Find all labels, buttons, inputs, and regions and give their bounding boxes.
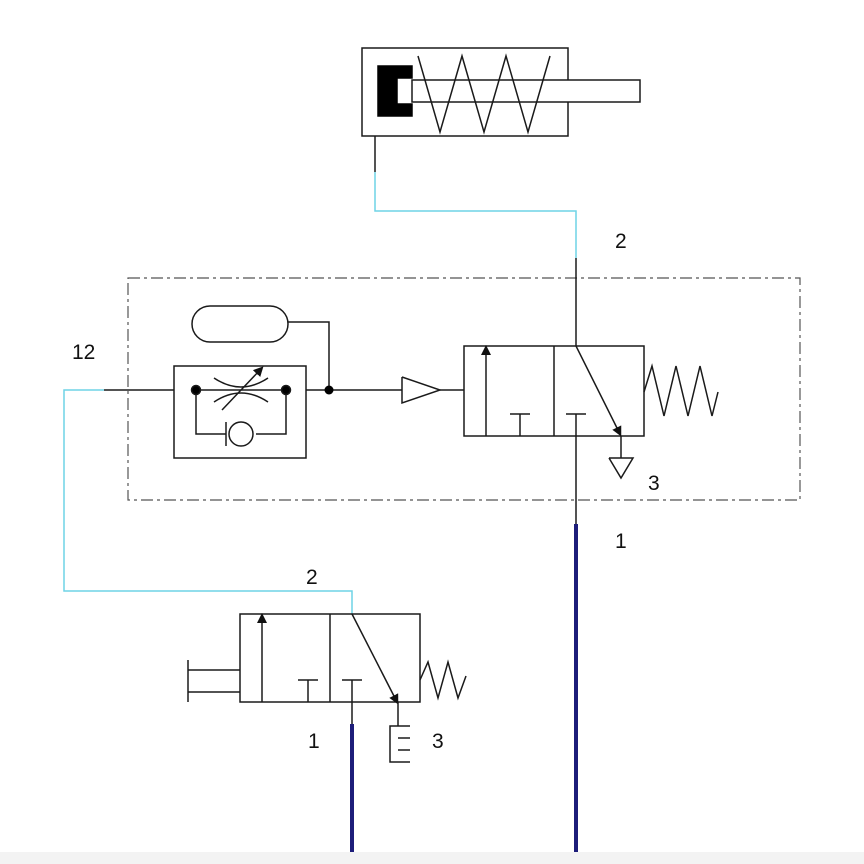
flow-control-housing [173, 365, 307, 459]
junction-dot-right [280, 384, 292, 396]
bypass-right [256, 390, 287, 435]
throttle-restriction-upper [213, 377, 269, 388]
cylinder-piston [377, 65, 413, 117]
one-way-flow-control-valve [173, 365, 307, 459]
hand-valve-right-arrow [351, 613, 399, 705]
junction-dot-left [190, 384, 202, 396]
hand-valve-exhaust-label: 3 [432, 730, 444, 753]
cylinder-port-label: 2 [615, 230, 627, 253]
hand-valve-supply-label: 1 [308, 730, 320, 753]
adjustable-arrow [221, 366, 264, 411]
hand-valve-return-spring [419, 659, 467, 701]
bottom-status-strip [0, 852, 864, 864]
reservoir-connection-line [288, 321, 330, 390]
main-valve-return-spring [643, 363, 719, 417]
bypass-left [195, 390, 226, 435]
check-valve-ball [228, 421, 254, 447]
reservoir-junction-dot [324, 385, 334, 395]
hand-valve-output-label: 2 [306, 566, 318, 589]
spring-return-cylinder [361, 47, 641, 172]
main-valve-exhaust-symbol [608, 457, 635, 480]
throttle-restriction-lower [213, 392, 269, 403]
hand-valve-silencer [389, 725, 410, 763]
cylinder-piston-rod [411, 79, 641, 103]
main-valve-right-arrow [575, 345, 622, 437]
cylinder-return-spring [417, 53, 551, 135]
main-valve-exhaust-label: 3 [648, 472, 660, 495]
push-button-3-2-valve [187, 613, 467, 763]
main-valve-supply-label: 1 [615, 530, 627, 553]
main-3-2-valve [463, 258, 719, 524]
air-reservoir [191, 305, 289, 343]
pilot-signal-line [63, 389, 353, 614]
cylinder-signal-line [374, 172, 577, 258]
delay-pilot-port-label: 12 [72, 341, 95, 364]
pneumatic-pilot-actuator [401, 376, 443, 405]
time-delay-valve-boundary [127, 277, 801, 501]
